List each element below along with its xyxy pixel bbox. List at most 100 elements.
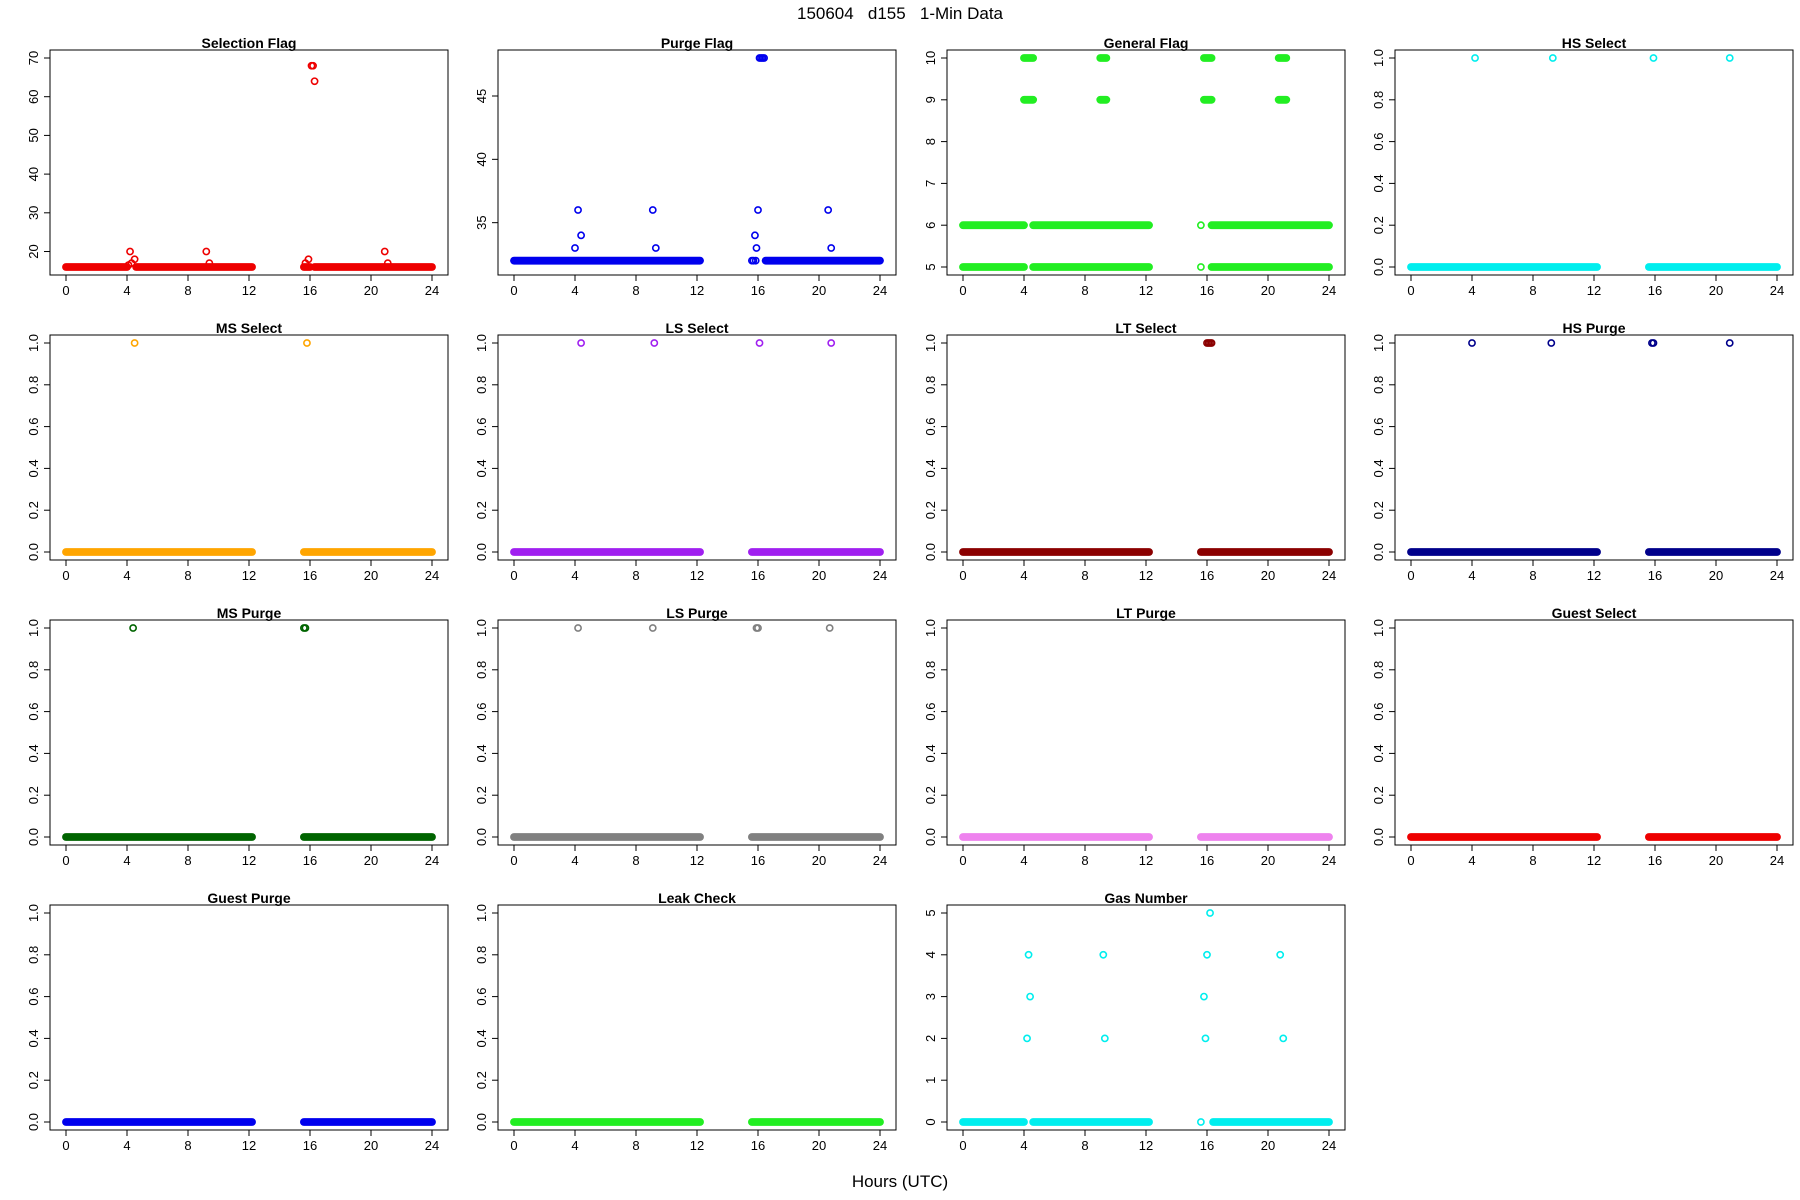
x-tick-label: 20 xyxy=(1261,283,1275,298)
panel-hs-select: HS Select 0 4 8 12 16 20 24 0.0 0.2 0.4 0.6 0.8 1.0 xyxy=(1371,35,1794,298)
panel-title: LS Purge xyxy=(666,605,728,621)
data-point xyxy=(571,244,579,252)
plot-frame xyxy=(49,49,449,276)
y-tick-label: 0.2 xyxy=(26,1071,41,1089)
x-tick-label: 20 xyxy=(812,568,826,583)
x-tick-label: 16 xyxy=(1648,853,1662,868)
data-point xyxy=(754,624,762,632)
plot-frame xyxy=(1394,619,1794,846)
x-tick-label: 0 xyxy=(510,283,517,298)
x-tick-label: 24 xyxy=(1770,568,1784,583)
panel-title: Guest Select xyxy=(1552,605,1637,621)
y-tick-label: 9 xyxy=(923,96,938,103)
y-tick-label: 0.2 xyxy=(1371,786,1386,804)
y-tick-label: 5 xyxy=(923,263,938,270)
x-tick-label: 12 xyxy=(690,1138,704,1153)
y-tick-label: 3 xyxy=(923,993,938,1000)
x-tick-label: 8 xyxy=(1529,853,1536,868)
x-tick-label: 0 xyxy=(959,283,966,298)
y-tick-label: 1.0 xyxy=(474,619,489,637)
x-tick-label: 12 xyxy=(690,283,704,298)
x-tick-label: 12 xyxy=(242,283,256,298)
plot-frame xyxy=(1394,334,1794,561)
x-tick-label: 20 xyxy=(1261,853,1275,868)
panel-guest-purge: Guest Purge 0 4 8 12 16 20 24 0.0 0.2 0.4 0.6 0.8 1.0 xyxy=(26,890,449,1153)
panel-leak-check: Leak Check 0 4 8 12 16 20 24 0.0 0.2 0.4 0.6 0.8 1.0 xyxy=(474,890,897,1153)
x-tick-label: 8 xyxy=(632,1138,639,1153)
data-point xyxy=(1100,1034,1109,1043)
x-tick-label: 0 xyxy=(1407,283,1414,298)
x-tick-label: 4 xyxy=(571,853,578,868)
y-tick-label: 1.0 xyxy=(923,619,938,637)
panel-ls-select: LS Select 0 4 8 12 16 20 24 0.0 0.2 0.4 0.6 0.8 1.0 xyxy=(474,320,897,583)
data-point xyxy=(303,339,311,347)
y-tick-label: 10 xyxy=(923,51,938,65)
x-tick-label: 16 xyxy=(303,283,317,298)
x-tick-label: 24 xyxy=(1322,568,1336,583)
data-point xyxy=(1207,339,1216,347)
y-tick-label: 20 xyxy=(26,244,41,258)
y-tick-label: 1.0 xyxy=(26,904,41,922)
x-tick-label: 20 xyxy=(1709,853,1723,868)
x-tick-label: 4 xyxy=(1020,853,1027,868)
data-point xyxy=(751,256,760,265)
y-tick-label: 45 xyxy=(474,89,489,103)
data-point xyxy=(1471,54,1479,62)
x-tick-label: 4 xyxy=(571,568,578,583)
x-tick-label: 0 xyxy=(62,283,69,298)
data-point xyxy=(574,624,582,632)
y-tick-label: 0.2 xyxy=(923,786,938,804)
y-tick-label: 0.2 xyxy=(923,501,938,519)
y-tick-label: 0.4 xyxy=(474,1029,489,1047)
data-point xyxy=(648,206,657,214)
y-tick-label: 0.4 xyxy=(26,744,41,762)
data-point xyxy=(1201,1034,1210,1043)
data-point xyxy=(577,339,585,347)
data-point xyxy=(651,244,660,252)
panel-title: HS Select xyxy=(1562,35,1627,51)
data-point xyxy=(1197,263,1205,271)
data-point xyxy=(648,624,657,632)
plot-frame xyxy=(497,619,897,846)
x-tick-label: 8 xyxy=(184,1138,191,1153)
x-tick-label: 4 xyxy=(1468,568,1475,583)
x-tick-label: 4 xyxy=(1468,283,1475,298)
x-tick-label: 4 xyxy=(123,853,130,868)
panel-lt-purge: LT Purge 0 4 8 12 16 20 24 0.0 0.2 0.4 0.6 0.8 1.0 xyxy=(923,605,1346,868)
y-tick-label: 8 xyxy=(923,138,938,145)
data-point xyxy=(310,77,319,86)
y-tick-label: 0.4 xyxy=(474,459,489,477)
y-tick-label: 1.0 xyxy=(1371,334,1386,352)
x-tick-label: 20 xyxy=(364,568,378,583)
data-point xyxy=(1276,950,1285,959)
y-tick-label: 0.0 xyxy=(474,1113,489,1131)
y-tick-label: 0.2 xyxy=(474,501,489,519)
y-tick-label: 0.4 xyxy=(1371,459,1386,477)
x-tick-label: 4 xyxy=(1468,853,1475,868)
y-tick-label: 0.2 xyxy=(26,786,41,804)
x-tick-label: 0 xyxy=(62,853,69,868)
y-tick-label: 1.0 xyxy=(26,334,41,352)
x-tick-label: 20 xyxy=(812,1138,826,1153)
x-tick-label: 8 xyxy=(632,853,639,868)
x-tick-label: 4 xyxy=(1020,283,1027,298)
x-tick-label: 16 xyxy=(751,568,765,583)
data-point xyxy=(827,339,836,347)
data-point xyxy=(130,255,139,264)
y-tick-label: 0.4 xyxy=(26,1029,41,1047)
y-tick-label: 0.8 xyxy=(474,376,489,394)
data-point xyxy=(301,624,310,632)
panel-general-flag: General Flag 0 4 8 12 16 20 24 5 6 7 8 9 10 xyxy=(923,35,1346,298)
x-tick-label: 8 xyxy=(1081,853,1088,868)
x-tick-label: 12 xyxy=(1139,283,1153,298)
x-tick-label: 0 xyxy=(510,568,517,583)
y-tick-label: 4 xyxy=(923,951,938,958)
x-tick-label: 0 xyxy=(1407,853,1414,868)
data-point xyxy=(1023,1034,1031,1043)
data-point xyxy=(827,244,836,252)
x-tick-label: 8 xyxy=(1529,568,1536,583)
x-tick-label: 0 xyxy=(959,568,966,583)
data-point xyxy=(130,339,139,347)
x-tick-label: 0 xyxy=(1407,568,1414,583)
